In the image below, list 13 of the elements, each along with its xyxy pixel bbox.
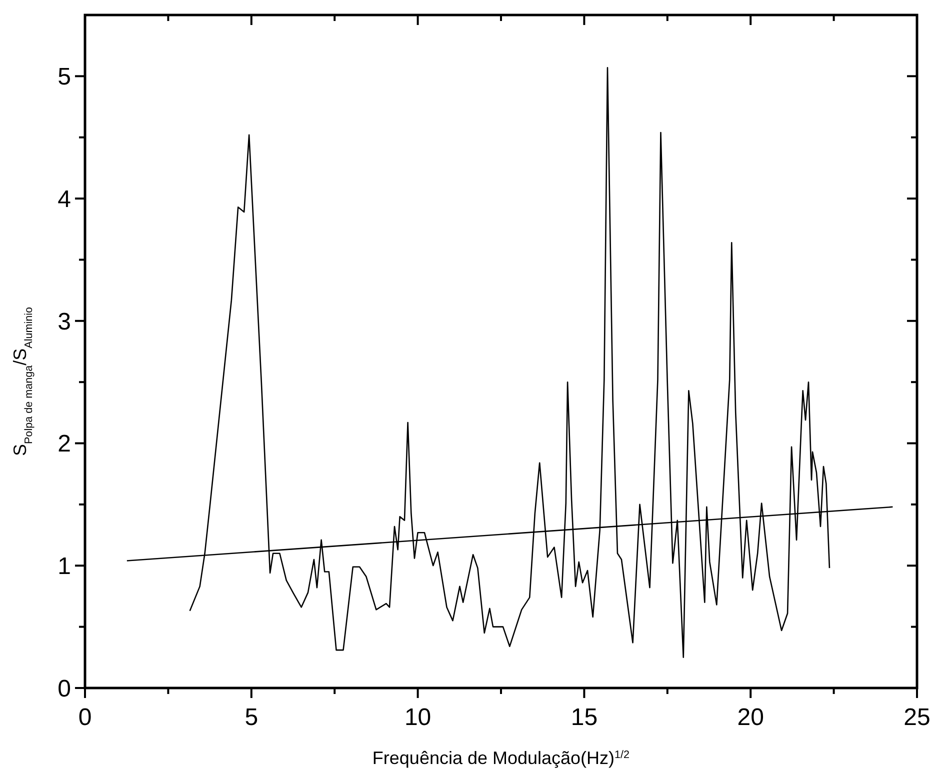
- x-tick-label: 25: [904, 704, 930, 731]
- y-tick-label: 3: [58, 308, 71, 336]
- y-tick-label: 0: [58, 675, 71, 702]
- x-tick-label: 15: [570, 704, 598, 731]
- y-tick-label: 4: [58, 186, 71, 213]
- x-tick-label: 5: [244, 704, 258, 731]
- x-tick-label: 0: [78, 704, 92, 731]
- y-tick-label: 5: [58, 64, 71, 91]
- x-tick-label: 10: [404, 704, 432, 731]
- y-tick-label: 2: [58, 430, 71, 458]
- x-axis-title: Frequência de Modulação(Hz)$^{1/2}$: [372, 748, 630, 768]
- x-tick-label: 20: [737, 704, 764, 731]
- y-tick-label: 1: [58, 553, 71, 580]
